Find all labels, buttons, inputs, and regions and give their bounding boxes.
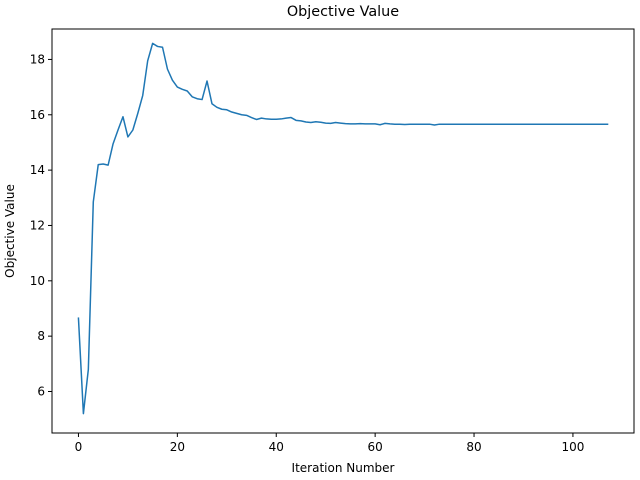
y-tick-label: 18	[30, 52, 45, 66]
x-axis-label: Iteration Number	[292, 461, 395, 475]
chart-title: Objective Value	[287, 4, 399, 20]
x-tick-label: 60	[368, 440, 383, 454]
plot-frame	[51, 28, 635, 434]
x-tick-label: 100	[561, 440, 584, 454]
ticks: 0 20 40 60 80 100 6 8 10 12 14 16 18	[30, 52, 585, 454]
x-tick-label: 80	[466, 440, 481, 454]
y-tick-label: 16	[30, 108, 45, 122]
y-tick-label: 6	[37, 384, 45, 398]
y-tick-label: 12	[30, 218, 45, 232]
y-tick-label: 10	[30, 274, 45, 288]
y-tick-label: 14	[30, 163, 45, 177]
y-tick-label: 8	[37, 329, 45, 343]
x-tick-label: 40	[269, 440, 284, 454]
series-line	[77, 42, 609, 415]
y-axis-label: Objective Value	[3, 184, 17, 278]
x-tick-label: 0	[75, 440, 83, 454]
x-tick-label: 20	[170, 440, 185, 454]
